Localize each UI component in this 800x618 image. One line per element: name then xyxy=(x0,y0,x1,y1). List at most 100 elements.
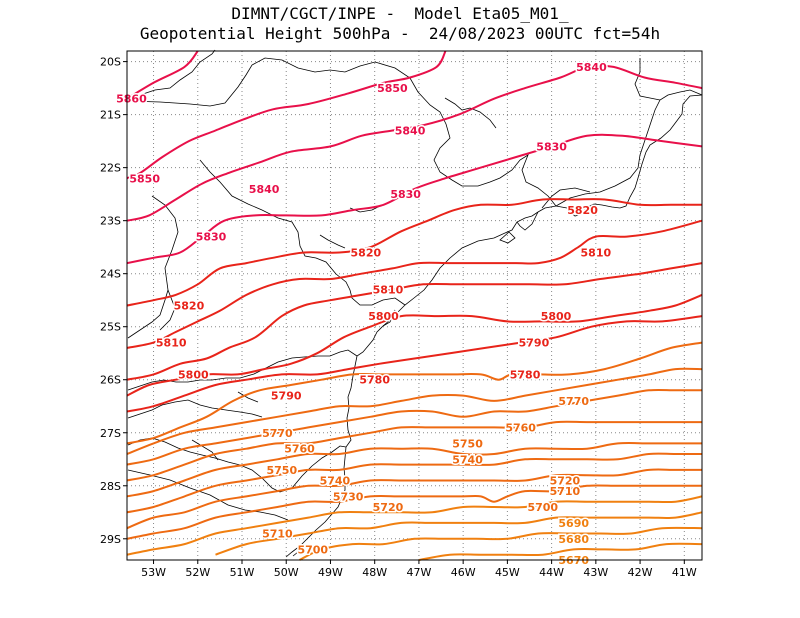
contour-label: 5820 xyxy=(174,300,205,313)
contour-5820 xyxy=(126,198,702,307)
contour-5800 xyxy=(126,262,703,381)
contour-label: 5770 xyxy=(558,395,589,408)
contour-label: 5820 xyxy=(351,246,382,259)
contour-5850 xyxy=(126,50,447,180)
contour-5700 xyxy=(126,484,702,540)
contour-label: 5810 xyxy=(581,246,612,259)
contour-5690 xyxy=(126,495,703,556)
lat-tick-label: 21S xyxy=(100,109,121,122)
contour-5740 xyxy=(126,420,702,482)
contour-5810 xyxy=(126,219,703,349)
lon-tick-label: 48W xyxy=(362,566,387,579)
contour-label: 5820 xyxy=(567,204,598,217)
lon-tick-label: 50W xyxy=(274,566,299,579)
lat-tick-label: 27S xyxy=(100,427,121,440)
lat-tick-label: 26S xyxy=(100,374,121,387)
lon-tick-label: 53W xyxy=(141,566,166,579)
lon-tick-label: 52W xyxy=(185,566,210,579)
border-paraguay xyxy=(127,289,169,339)
contour-label: 5690 xyxy=(558,517,589,530)
lon-tick-label: 49W xyxy=(318,566,343,579)
contour-label: 5840 xyxy=(576,61,607,74)
contour-label: 5730 xyxy=(333,490,364,503)
border-pr-sc xyxy=(127,349,358,391)
contour-5830 xyxy=(126,133,703,265)
lon-tick-label: 51W xyxy=(230,566,255,579)
lon-tick-label: 45W xyxy=(495,566,520,579)
plot-frame xyxy=(126,50,703,561)
paranagua-bay xyxy=(379,309,396,327)
border-argentina xyxy=(127,399,263,419)
title-line-1: DIMNT/CGCT/INPE - Model Eta05_M01_ xyxy=(231,4,569,23)
contour-5670 xyxy=(299,526,703,561)
contour-label: 5780 xyxy=(510,368,541,381)
ilha-grande xyxy=(499,231,516,244)
lon-tick-label: 44W xyxy=(539,566,564,579)
lat-tick-label: 24S xyxy=(100,268,121,281)
latitude-axis: 20S 21S 22S 23S 24S 25S 26S 27S 28S 29S xyxy=(100,56,127,546)
contour-label: 5800 xyxy=(178,368,209,381)
contour-label: 5790 xyxy=(271,390,302,403)
contour-5660 xyxy=(418,542,703,561)
contour-5720 xyxy=(126,452,702,514)
contour-5750 xyxy=(126,388,703,466)
contour-label: 5830 xyxy=(196,231,227,244)
river-segment xyxy=(191,439,219,461)
border-ms-pr xyxy=(151,195,179,331)
contour-5840 xyxy=(126,64,703,222)
contour-label: 5720 xyxy=(373,501,404,514)
contour-label: 5790 xyxy=(519,337,550,350)
border-pr-sp xyxy=(199,159,406,306)
lat-tick-label: 29S xyxy=(100,533,121,546)
lat-tick-label: 22S xyxy=(100,162,121,175)
contour-5770 xyxy=(126,341,703,445)
lon-tick-label: 42W xyxy=(628,566,653,579)
contour-label: 5760 xyxy=(284,443,315,456)
contour-label: 5770 xyxy=(262,427,293,440)
lat-tick-label: 20S xyxy=(100,56,121,69)
contour-label: 5830 xyxy=(536,140,567,153)
lat-tick-label: 28S xyxy=(100,480,121,493)
contour-label: 5710 xyxy=(262,527,293,540)
lat-tick-label: 25S xyxy=(100,321,121,334)
border-sc-rs xyxy=(127,437,347,493)
contour-5730 xyxy=(126,442,702,498)
contour-label: 5760 xyxy=(505,421,536,434)
title-line-2: Geopotential Height 500hPa - 24/08/2023 … xyxy=(139,24,661,43)
guanabara-bay xyxy=(569,207,587,217)
contour-label: 5830 xyxy=(390,188,421,201)
sepetiba-bay xyxy=(516,211,539,231)
contour-label: 5780 xyxy=(359,374,390,387)
coastline-borders xyxy=(127,49,703,558)
contour-labels: 5860 5850 5840 5850 5840 5830 5840 5830 5820 5830… xyxy=(115,59,613,568)
atlantic-coastline xyxy=(285,94,703,558)
contour-label: 5700 xyxy=(527,501,558,514)
contour-lines xyxy=(126,50,703,561)
contour-5780 xyxy=(126,315,703,413)
contour-5760 xyxy=(126,367,703,455)
river-segment xyxy=(237,391,259,403)
contour-label: 5840 xyxy=(395,125,426,138)
contour-5860 xyxy=(126,50,199,100)
contour-label: 5750 xyxy=(266,464,297,477)
contour-label: 5810 xyxy=(373,284,404,297)
contour-label: 5740 xyxy=(452,453,483,466)
lon-tick-label: 41W xyxy=(672,566,697,579)
contour-label: 5860 xyxy=(116,93,147,106)
contour-label: 5740 xyxy=(320,474,351,487)
contour-label: 5850 xyxy=(129,172,160,185)
contour-5680 xyxy=(215,511,703,556)
contour-label: 5850 xyxy=(377,82,408,95)
border-mg-es xyxy=(634,58,661,101)
border-sp-mg xyxy=(127,57,557,207)
lon-tick-label: 46W xyxy=(451,566,476,579)
lon-tick-label: 43W xyxy=(583,566,608,579)
border-ms-sp xyxy=(127,49,216,102)
longitude-axis: 53W 52W 51W 50W 49W 48W 47W 46W 45W 44W 43W 42W 41W xyxy=(141,560,697,579)
contour-label: 5700 xyxy=(297,543,328,556)
contour-label: 5840 xyxy=(249,183,280,196)
river-segment xyxy=(319,234,346,249)
contour-label: 5680 xyxy=(558,533,589,546)
contour-label: 5810 xyxy=(156,337,187,350)
